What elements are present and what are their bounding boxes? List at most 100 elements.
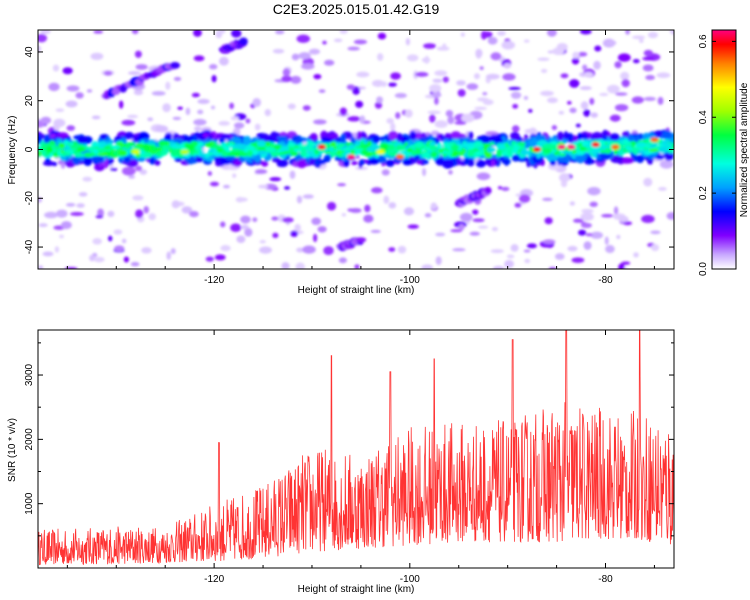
heatmap-cell	[328, 132, 339, 140]
heatmap-cell	[235, 197, 248, 202]
heatmap-cell	[238, 152, 249, 157]
heatmap-cell	[229, 102, 235, 110]
heatmap-cell	[333, 38, 343, 43]
heatmap-cell	[512, 103, 519, 109]
heatmap-cell	[422, 167, 427, 177]
heatmap-cell	[220, 221, 226, 228]
heatmap-cell	[367, 140, 372, 148]
heatmap-cell	[452, 248, 466, 252]
heatmap-cell	[337, 153, 344, 158]
heatmap-cell	[329, 151, 336, 158]
heatmap-cell	[44, 211, 58, 219]
heatmap-cell	[76, 203, 85, 208]
heatmap-cell	[507, 148, 512, 156]
heatmap-cell	[281, 262, 290, 269]
heatmap-cell	[586, 155, 593, 165]
heatmap-cell	[415, 72, 429, 77]
heatmap-cell	[643, 177, 653, 187]
heatmap-cell	[578, 229, 587, 236]
heatmap-cell	[424, 132, 431, 136]
heatmap-cell	[502, 73, 516, 81]
heatmap-cell	[314, 158, 320, 166]
spectrogram-panel: -120 -100 -80 -40 -20 0 20 40 Height of straigh…	[7, 29, 675, 296]
heatmap-cell	[609, 133, 620, 142]
heatmap-cell	[289, 152, 299, 156]
heatmap-cell	[186, 156, 196, 165]
heatmap-cell	[558, 153, 567, 157]
heatmap-cell	[271, 157, 282, 163]
heatmap-cell	[377, 32, 387, 40]
snr-ylabel: SNR (10 * v/v)	[7, 418, 18, 482]
colorbar-tick-label: 0.6	[698, 34, 709, 48]
heatmap-cell	[474, 106, 487, 110]
heatmap-cell	[97, 152, 108, 157]
heatmap-cell	[165, 81, 171, 90]
heatmap-cell	[317, 226, 327, 233]
heatmap-cell	[476, 172, 491, 181]
heatmap-cell	[402, 158, 412, 166]
heatmap-cell	[220, 149, 227, 155]
spectrogram-ytick-label: -40	[24, 239, 35, 254]
heatmap-cell	[355, 100, 364, 108]
heatmap-cell	[523, 249, 531, 253]
heatmap-cell	[281, 75, 293, 83]
heatmap-cell	[91, 142, 101, 147]
heatmap-cell	[108, 235, 113, 242]
heatmap-cell	[349, 143, 355, 150]
heatmap-cell	[626, 147, 633, 151]
heatmap-cell	[239, 37, 248, 46]
heatmap-cell	[177, 106, 184, 110]
heatmap-cell	[209, 181, 220, 187]
heatmap-cell	[617, 53, 631, 62]
heatmap-cell	[42, 251, 54, 257]
heatmap-cell	[193, 30, 202, 37]
heatmap-cell	[83, 152, 93, 158]
heatmap-cell	[135, 143, 144, 147]
heatmap-cell	[272, 232, 279, 238]
heatmap-cell	[510, 91, 522, 99]
heatmap-cell	[118, 100, 124, 109]
heatmap-cell	[54, 246, 60, 253]
heatmap-cell	[60, 221, 72, 230]
heatmap-cell	[299, 149, 308, 157]
heatmap-cell	[526, 243, 537, 249]
heatmap-cell	[154, 160, 161, 166]
heatmap-cell	[215, 30, 223, 39]
heatmap-cell	[590, 112, 598, 118]
heatmap-cell	[271, 216, 279, 221]
heatmap-cell	[573, 218, 584, 223]
heatmap-cell	[287, 143, 295, 148]
snr-xtick-label: -80	[598, 574, 613, 585]
heatmap-cell	[461, 113, 475, 123]
heatmap-cell	[51, 161, 58, 167]
heatmap-cell	[93, 154, 104, 164]
heatmap-cell	[135, 165, 143, 172]
heatmap-cell	[463, 157, 470, 165]
heatmap-cell	[306, 152, 311, 157]
heatmap-cell	[355, 237, 367, 243]
heatmap-cell	[364, 204, 371, 213]
heatmap-cell	[434, 97, 439, 105]
heatmap-cell	[587, 186, 601, 196]
heatmap-cell	[465, 143, 475, 148]
snr-line-layer	[38, 330, 674, 566]
heatmap-cell	[296, 247, 304, 253]
heatmap-cell	[297, 159, 307, 169]
heatmap-cell	[621, 261, 631, 265]
heatmap-cell	[406, 148, 413, 153]
heatmap-cell	[171, 144, 181, 149]
heatmap-cell	[503, 62, 512, 69]
heatmap-cell	[429, 141, 436, 147]
heatmap-cell	[346, 84, 355, 90]
heatmap-cell	[128, 174, 136, 179]
heatmap-cell	[592, 146, 602, 153]
heatmap-cell	[113, 229, 123, 235]
heatmap-cell	[209, 64, 218, 70]
heatmap-cell	[252, 217, 258, 223]
heatmap-cell	[313, 119, 327, 125]
heatmap-cell	[271, 152, 278, 157]
heatmap-cell	[313, 233, 318, 243]
heatmap-cell	[496, 148, 502, 156]
heatmap-cell	[296, 195, 303, 204]
heatmap-cell	[298, 143, 303, 148]
